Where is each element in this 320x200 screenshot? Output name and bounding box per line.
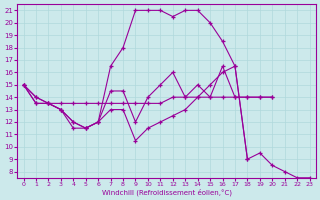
X-axis label: Windchill (Refroidissement éolien,°C): Windchill (Refroidissement éolien,°C) [101, 188, 232, 196]
